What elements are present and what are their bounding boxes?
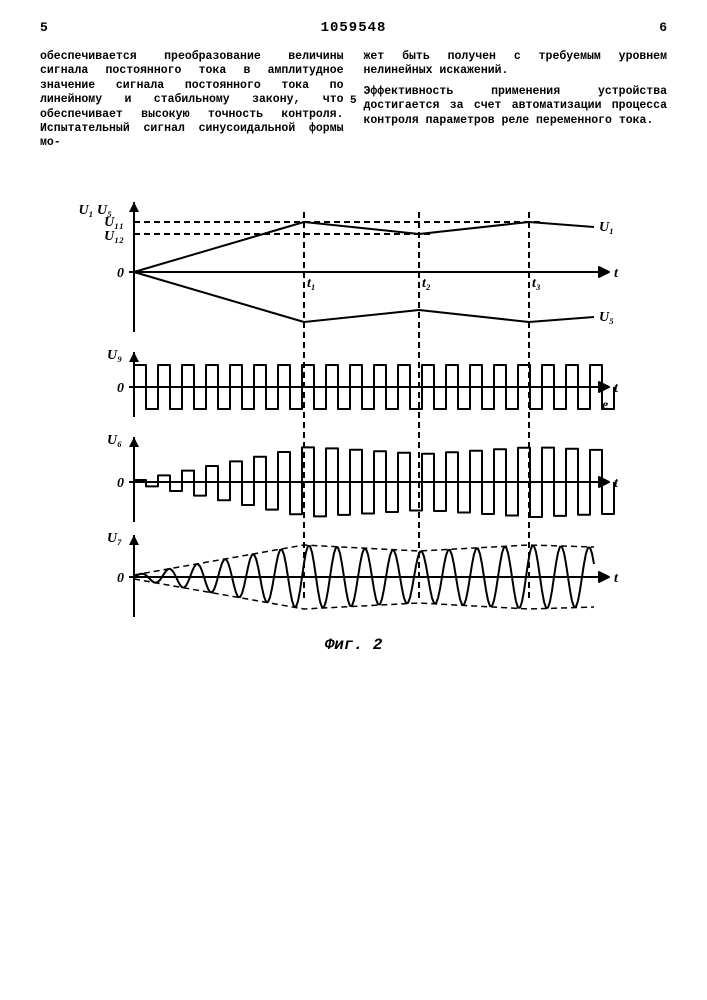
margin-marker-5: 5	[350, 95, 357, 107]
paragraph: Эффективность применения устройства дост…	[364, 85, 668, 128]
svg-text:0: 0	[117, 381, 124, 396]
svg-text:0: 0	[117, 266, 124, 281]
svg-text:U₅: U₅	[599, 310, 614, 325]
svg-text:0: 0	[117, 571, 124, 586]
document-number: 1059548	[321, 20, 387, 36]
column-left: обеспечивается преобразование величины с…	[40, 50, 344, 157]
svg-text:U₉: U₉	[107, 348, 122, 363]
paragraph: жет быть получен с требуемым уровнем нел…	[364, 50, 668, 79]
svg-text:0: 0	[117, 476, 124, 491]
svg-text:t: t	[614, 266, 619, 281]
column-right: жет быть получен с требуемым уровнем нел…	[364, 50, 668, 157]
svg-text:U₇: U₇	[107, 531, 122, 546]
figure-caption: Фиг. 2	[40, 636, 667, 654]
page-number-left: 5	[40, 20, 48, 35]
paragraph: обеспечивается преобразование величины с…	[40, 50, 344, 151]
svg-text:U₁: U₁	[599, 220, 614, 235]
svg-text:U₆: U₆	[107, 433, 122, 448]
svg-text:t₁: t₁	[307, 276, 316, 291]
timing-diagram: U₁ U₅U₁₁U₁₂0tU₁U₅t₁t₂t₃U₉0teU₆0tU₇0t	[74, 182, 634, 632]
figure-area: U₁ U₅U₁₁U₁₂0tU₁U₅t₁t₂t₃U₉0teU₆0tU₇0t	[40, 182, 667, 632]
svg-text:U₁₁: U₁₁	[104, 215, 124, 230]
page: 5 6 1059548 5 обеспечивается преобразова…	[0, 0, 707, 1000]
svg-text:t: t	[614, 571, 619, 586]
svg-text:U₁₂: U₁₂	[104, 229, 124, 244]
svg-text:t₃: t₃	[532, 276, 541, 291]
svg-text:t₂: t₂	[422, 276, 431, 291]
page-number-right: 6	[659, 20, 667, 35]
